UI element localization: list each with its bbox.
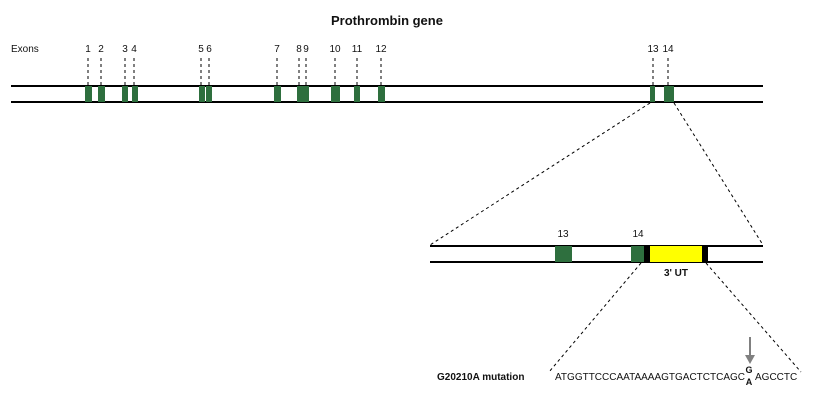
exon-number-label: 7 bbox=[274, 44, 280, 55]
utr-left-cap bbox=[644, 246, 650, 262]
exon-number-label: 12 bbox=[375, 44, 387, 55]
seq-zoom-line-right bbox=[705, 262, 802, 373]
zoom-line-right bbox=[673, 102, 764, 246]
zoom-exon-13 bbox=[555, 246, 572, 262]
exon-number-label: 5 bbox=[198, 44, 204, 55]
exon-number-labels: 1 2 3 4 5 6 7 8 9 10 11 12 13 14 bbox=[85, 44, 674, 55]
utr-right-cap bbox=[702, 246, 708, 262]
exon-number-label: 1 bbox=[85, 44, 91, 55]
exon-10 bbox=[331, 86, 340, 102]
mutation-sequence: G20210A mutation ATGGTTCCCAATAAAAGTGACTC… bbox=[437, 337, 797, 387]
exon-12 bbox=[378, 86, 385, 102]
zoom-detail: 13 14 3' UT bbox=[430, 229, 763, 279]
exon-9 bbox=[303, 86, 309, 102]
mutant-nucleotide: A bbox=[746, 377, 753, 387]
sequence-after: AGCCTC bbox=[755, 372, 797, 383]
exon-number-label: 4 bbox=[131, 44, 137, 55]
zoom-line-left bbox=[429, 102, 651, 246]
exon-blocks bbox=[85, 86, 674, 102]
seq-zoom-line-left bbox=[548, 262, 642, 373]
utr-label: 3' UT bbox=[664, 268, 688, 279]
exon-13 bbox=[650, 86, 655, 102]
sequence-before: ATGGTTCCCAATAAAAGTGACTCTCAGC bbox=[555, 372, 745, 383]
exon-7 bbox=[274, 86, 281, 102]
exon-4 bbox=[132, 86, 138, 102]
utr-block bbox=[650, 246, 702, 262]
exon-1 bbox=[85, 86, 92, 102]
exon-leaders bbox=[87, 58, 669, 86]
exon-number-label: 2 bbox=[98, 44, 104, 55]
diagram-title: Prothrombin gene bbox=[331, 13, 443, 28]
exon-2 bbox=[98, 86, 105, 102]
mutation-arrow-icon bbox=[745, 355, 755, 364]
exon-number-label: 13 bbox=[647, 44, 659, 55]
exon-8 bbox=[297, 86, 303, 102]
exon-5 bbox=[199, 86, 205, 102]
zoom-exon-14 bbox=[631, 246, 644, 262]
wild-type-nucleotide: G bbox=[745, 365, 752, 375]
mutation-label: G20210A mutation bbox=[437, 372, 524, 383]
exon-14 bbox=[664, 86, 674, 102]
exon-number-label: 9 bbox=[303, 44, 309, 55]
exon-number-label: 6 bbox=[206, 44, 212, 55]
exons-label: Exons bbox=[11, 44, 39, 55]
exon-number-label: 11 bbox=[352, 44, 363, 55]
exon-number-label: 3 bbox=[122, 44, 128, 55]
exon-11 bbox=[354, 86, 360, 102]
exon-number-label: 10 bbox=[329, 44, 341, 55]
zoom-exon-label: 13 bbox=[557, 229, 569, 240]
zoom-exon-label: 14 bbox=[632, 229, 644, 240]
exon-number-label: 8 bbox=[296, 44, 302, 55]
exon-number-label: 14 bbox=[662, 44, 674, 55]
exon-6 bbox=[206, 86, 212, 102]
exon-3 bbox=[122, 86, 128, 102]
